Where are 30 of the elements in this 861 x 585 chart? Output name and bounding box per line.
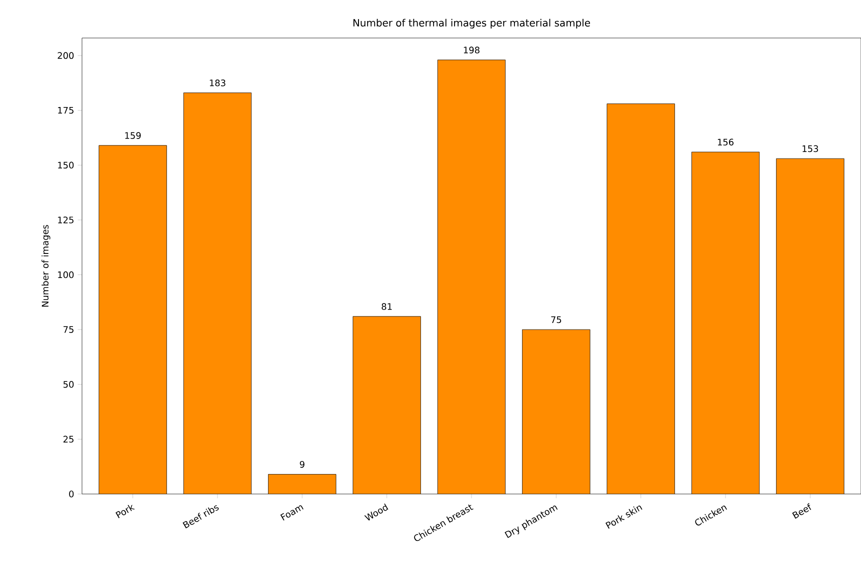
x-tick-label: Pork skin <box>606 506 642 529</box>
data-label: 153 <box>802 145 818 152</box>
bar <box>98 145 167 494</box>
y-tick-label: 25 <box>63 436 74 443</box>
bar <box>522 330 590 494</box>
bar <box>606 104 675 494</box>
bar <box>268 474 336 494</box>
bar <box>692 152 760 494</box>
y-tick-label: 175 <box>58 107 74 114</box>
y-axis-title: Number of images <box>42 224 50 307</box>
y-tick-label: 0 <box>69 490 74 498</box>
x-tick-label: Pork <box>116 504 135 518</box>
data-label: 198 <box>464 46 480 54</box>
data-label: 159 <box>125 132 141 139</box>
data-label: 75 <box>551 316 562 324</box>
y-tick-label: 75 <box>64 326 74 333</box>
data-label: 156 <box>718 138 734 146</box>
data-label: 183 <box>210 80 226 86</box>
y-tick-label: 125 <box>58 216 74 224</box>
y-tick-label: 50 <box>64 380 74 388</box>
bar <box>438 60 506 494</box>
data-label: 9 <box>300 460 304 468</box>
bar <box>352 316 421 494</box>
y-tick-label: 200 <box>58 52 74 59</box>
bar <box>184 92 252 494</box>
bar <box>776 158 844 494</box>
data-label: 81 <box>382 303 392 310</box>
chart-title: Number of thermal images per material sample <box>353 18 590 29</box>
y-tick-label: 100 <box>58 271 74 278</box>
y-tick-label: 150 <box>58 162 74 169</box>
